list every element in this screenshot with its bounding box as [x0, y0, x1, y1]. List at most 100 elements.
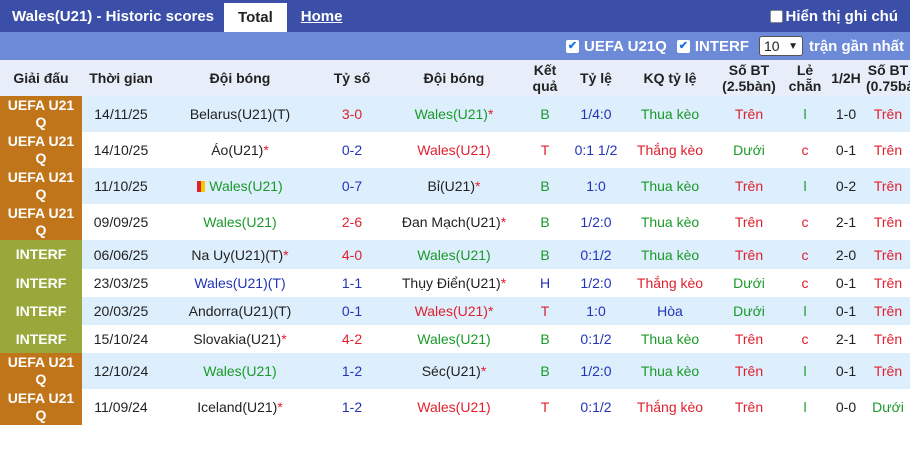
score-cell[interactable]: 0-1: [320, 297, 384, 325]
home-team-cell[interactable]: Wales(U21): [160, 204, 320, 240]
away-team-name: Séc(U21): [421, 363, 481, 379]
half-time-cell: 0-0: [826, 389, 866, 425]
score-cell[interactable]: 1-1: [320, 269, 384, 297]
score-cell[interactable]: 2-6: [320, 204, 384, 240]
filter-uefa-checkbox[interactable]: ✔: [566, 39, 579, 53]
odds-result-cell: Thua kèo: [626, 353, 714, 389]
score-cell[interactable]: 1-2: [320, 389, 384, 425]
away-team-name: Wales(U21): [417, 246, 491, 263]
col-ou-075: Số BT (0.75bàn): [866, 60, 910, 96]
home-team-name: Wales(U21): [209, 178, 283, 194]
league-cell[interactable]: UEFA U21 Q: [0, 96, 82, 132]
odd-even-cell: c: [784, 204, 826, 240]
star-marker: *: [283, 246, 289, 263]
league-cell[interactable]: UEFA U21 Q: [0, 168, 82, 204]
star-marker: *: [500, 275, 507, 291]
away-team-cell[interactable]: Wales(U21): [384, 325, 524, 353]
home-team-name: Wales(U21)(T): [194, 275, 286, 291]
table-row[interactable]: INTERF 15/10/24 Slovakia(U21)* 4-2 Wales(U21…: [0, 325, 910, 353]
table-row[interactable]: UEFA U21 Q 09/09/25 Wales(U21) 2-6 Đan Mạch(…: [0, 204, 910, 240]
home-team-name: Iceland(U21): [197, 399, 278, 415]
table-row[interactable]: INTERF 20/03/25 Andorra(U21)(T) 0-1 Wales(U2…: [0, 297, 910, 325]
league-cell[interactable]: UEFA U21 Q: [0, 389, 82, 425]
league-cell[interactable]: INTERF: [0, 325, 82, 353]
tab-total[interactable]: Total: [224, 3, 287, 32]
result-cell: B: [524, 168, 566, 204]
date-cell: 15/10/24: [82, 325, 160, 353]
score-cell[interactable]: 1-2: [320, 353, 384, 389]
home-team-cell[interactable]: Wales(U21)(T): [160, 269, 320, 297]
ou25-cell: Trên: [714, 325, 784, 353]
league-cell[interactable]: INTERF: [0, 240, 82, 269]
date-cell: 12/10/24: [82, 353, 160, 389]
ou25-cell: Trên: [714, 389, 784, 425]
home-team-cell[interactable]: Andorra(U21)(T): [160, 297, 320, 325]
show-notes-toggle[interactable]: Hiển thị ghi chú: [769, 0, 910, 32]
star-marker: *: [487, 303, 494, 319]
away-team-cell[interactable]: Đan Mạch(U21)*: [384, 204, 524, 240]
score-cell[interactable]: 0-7: [320, 168, 384, 204]
match-count-select[interactable]: 10 ▼: [758, 36, 803, 56]
score-cell[interactable]: 4-0: [320, 240, 384, 269]
league-cell[interactable]: INTERF: [0, 269, 82, 297]
away-team-cell[interactable]: Wales(U21)*: [384, 297, 524, 325]
col-result: Kết quả: [524, 60, 566, 96]
league-cell[interactable]: UEFA U21 Q: [0, 204, 82, 240]
home-team-cell[interactable]: Iceland(U21)*: [160, 389, 320, 425]
half-time-cell: 0-1: [826, 297, 866, 325]
table-row[interactable]: UEFA U21 Q 14/11/25 Belarus(U21)(T) 3-0 Wale…: [0, 96, 910, 132]
table-row[interactable]: INTERF 06/06/25 Na Uy(U21)(T)* 4-0 Wales(U21…: [0, 240, 910, 269]
home-team-cell[interactable]: Na Uy(U21)(T)*: [160, 240, 320, 269]
tab-home[interactable]: Home: [300, 7, 343, 25]
away-team-cell[interactable]: Wales(U21): [384, 132, 524, 168]
half-time-cell: 0-2: [826, 168, 866, 204]
away-team-cell[interactable]: Wales(U21): [384, 240, 524, 269]
ou075-cell: Trên: [866, 297, 910, 325]
ou075-cell: Trên: [866, 204, 910, 240]
home-team-cell[interactable]: Belarus(U21)(T): [160, 96, 320, 132]
away-team-cell[interactable]: Bỉ(U21)*: [384, 168, 524, 204]
table-row[interactable]: UEFA U21 Q 12/10/24 Wales(U21) 1-2 Séc(U21)*…: [0, 353, 910, 389]
score-cell[interactable]: 3-0: [320, 96, 384, 132]
table-row[interactable]: INTERF 23/03/25 Wales(U21)(T) 1-1 Thụy Điển(…: [0, 269, 910, 297]
league-cell[interactable]: UEFA U21 Q: [0, 353, 82, 389]
table-row[interactable]: UEFA U21 Q 11/09/24 Iceland(U21)* 1-2 Wales(…: [0, 389, 910, 425]
filter-uefa[interactable]: ✔ UEFA U21Q: [566, 38, 667, 55]
away-team-cell[interactable]: Thụy Điển(U21)*: [384, 269, 524, 297]
ou25-cell: Dưới: [714, 269, 784, 297]
filter-interf-checkbox[interactable]: ✔: [676, 39, 690, 53]
home-team-cell[interactable]: Wales(U21): [160, 168, 320, 204]
away-team-cell[interactable]: Wales(U21): [384, 389, 524, 425]
away-team-cell[interactable]: Wales(U21)*: [384, 96, 524, 132]
away-team-cell[interactable]: Séc(U21)*: [384, 353, 524, 389]
score-cell[interactable]: 0-2: [320, 132, 384, 168]
away-team-name: Wales(U21): [417, 142, 491, 158]
ou075-cell: Trên: [866, 132, 910, 168]
flag-icon: [197, 181, 206, 192]
filter-interf[interactable]: ✔ INTERF: [676, 38, 749, 55]
league-cell[interactable]: INTERF: [0, 297, 82, 325]
odds-cell: 1/2:0: [566, 353, 626, 389]
odds-result-cell: Thắng kèo: [626, 269, 714, 297]
table-row[interactable]: UEFA U21 Q 14/10/25 Áo(U21)* 0-2 Wales(U21) T…: [0, 132, 910, 168]
score-cell[interactable]: 4-2: [320, 325, 384, 353]
col-away-team: Đội bóng: [384, 60, 524, 96]
ou075-cell: Trên: [866, 325, 910, 353]
star-marker: *: [277, 399, 283, 415]
table-row[interactable]: UEFA U21 Q 11/10/25 Wales(U21) 0-7 Bỉ(U21)* B…: [0, 168, 910, 204]
date-cell: 14/11/25: [82, 96, 160, 132]
half-time-cell: 0-1: [826, 353, 866, 389]
odds-cell: 1:0: [566, 168, 626, 204]
result-cell: B: [524, 240, 566, 269]
result-cell: H: [524, 269, 566, 297]
league-cell[interactable]: UEFA U21 Q: [0, 132, 82, 168]
result-cell: B: [524, 325, 566, 353]
home-team-cell[interactable]: Áo(U21)*: [160, 132, 320, 168]
home-team-cell[interactable]: Wales(U21): [160, 353, 320, 389]
home-team-cell[interactable]: Slovakia(U21)*: [160, 325, 320, 353]
show-notes-checkbox[interactable]: [769, 9, 783, 23]
odd-even-cell: l: [784, 297, 826, 325]
recent-matches-label: trận gần nhất: [808, 37, 904, 55]
home-team-name: Wales(U21): [203, 363, 277, 379]
ou075-cell: Dưới: [866, 389, 910, 425]
